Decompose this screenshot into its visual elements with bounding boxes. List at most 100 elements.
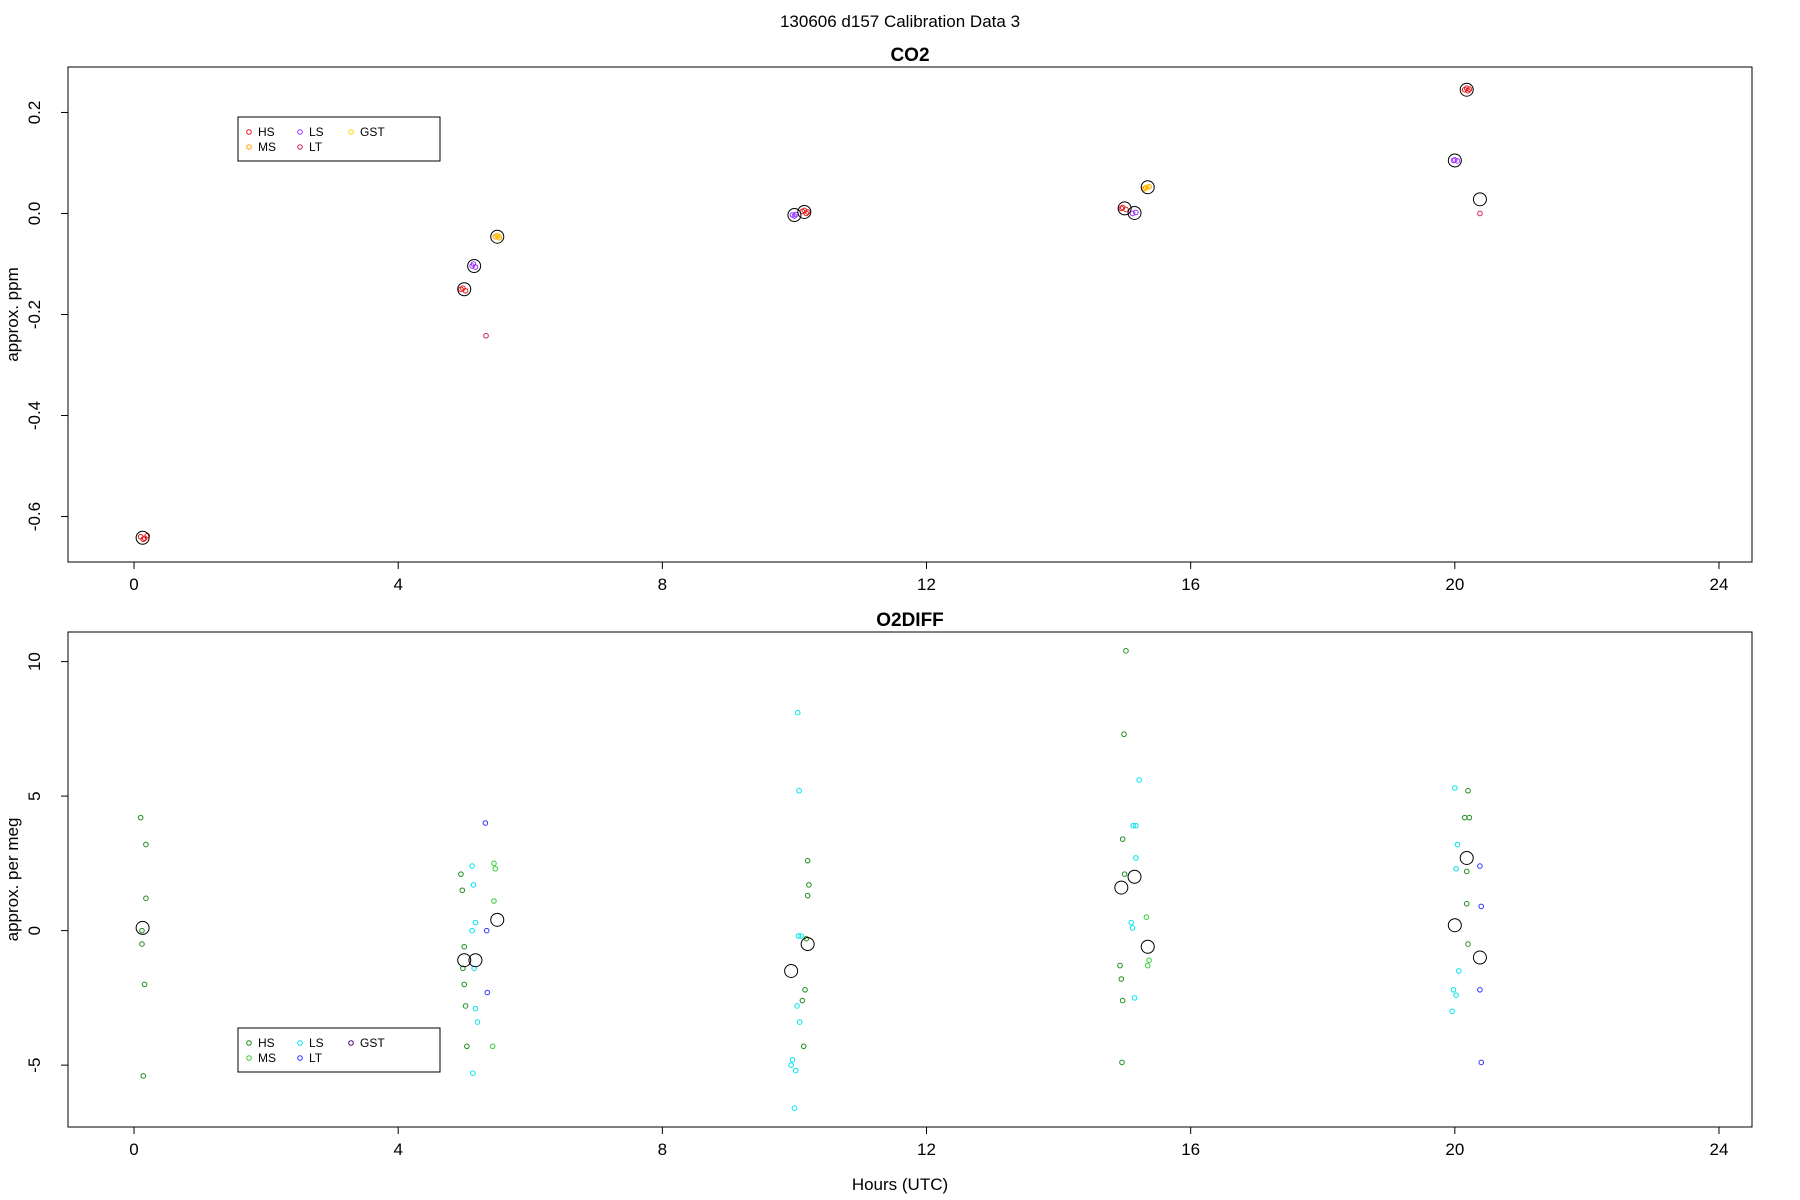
o2diff-mean-marker xyxy=(1472,950,1487,965)
o2diff-hs-point xyxy=(1123,648,1129,654)
o2diff-hs-point xyxy=(461,943,468,950)
o2diff-ls-point xyxy=(472,1005,479,1012)
o2diff-ls-point xyxy=(1452,785,1458,791)
o2diff-hs-point xyxy=(800,1043,807,1050)
co2-hs-point xyxy=(140,536,147,543)
o2diff-ls-point xyxy=(1133,855,1139,861)
o2diff-hs-point xyxy=(1119,836,1126,842)
o2diff-legend-gst-marker xyxy=(348,1040,354,1046)
o2diff-panel: O2DIFF 0 4 8 12 16 20 24 -5 0 5 10 approx. per meg HS… xyxy=(3,610,1753,1159)
o2diff-title: O2DIFF xyxy=(876,610,944,631)
co2-legend-ls-label: LS xyxy=(309,125,324,139)
co2-y-tick-label: -0.2 xyxy=(25,300,44,329)
o2diff-ls-point xyxy=(1129,925,1136,931)
o2diff-y-tick-label: 5 xyxy=(25,791,44,800)
figure-title: 130606 d157 Calibration Data 3 xyxy=(780,12,1020,31)
o2diff-ls-point xyxy=(789,1056,796,1063)
co2-mean-marker xyxy=(467,259,482,274)
co2-hs-point xyxy=(804,209,811,215)
co2-mean-marker xyxy=(1447,153,1462,168)
co2-series-lt xyxy=(483,210,1483,339)
o2diff-hs-point xyxy=(1119,997,1126,1004)
o2diff-hs-point xyxy=(141,981,148,988)
o2diff-lt-point xyxy=(1478,1059,1485,1066)
o2diff-ls-point xyxy=(1453,992,1459,998)
co2-ls-point xyxy=(1454,158,1461,164)
co2-ls-point xyxy=(1133,209,1139,216)
o2diff-legend-lt-marker xyxy=(297,1055,303,1061)
o2diff-x-tick-label: 12 xyxy=(917,1140,936,1159)
o2diff-ls-point xyxy=(1133,822,1139,829)
o2diff-hs-point xyxy=(1118,976,1125,982)
o2diff-ls-point xyxy=(798,933,804,939)
co2-legend-ms-marker xyxy=(246,144,252,150)
o2diff-mean-marker xyxy=(457,953,472,968)
o2diff-ls-point xyxy=(791,1105,798,1111)
o2diff-legend-lt-label: LT xyxy=(309,1051,323,1065)
o2diff-hs-point xyxy=(1121,871,1128,877)
o2diff-hs-point xyxy=(461,981,468,988)
o2diff-ms-point xyxy=(1146,957,1152,964)
co2-y-tick-label: 0.0 xyxy=(25,202,44,226)
o2diff-ls-point xyxy=(792,1067,799,1074)
co2-mean-marker xyxy=(1459,82,1474,97)
co2-ls-point xyxy=(1129,210,1136,217)
o2diff-x-tick-label: 20 xyxy=(1445,1140,1464,1159)
o2diff-mean-marker xyxy=(135,920,150,935)
o2diff-mean-marker xyxy=(468,953,483,968)
co2-ls-point xyxy=(470,261,477,267)
o2diff-hs-point xyxy=(1463,900,1470,907)
o2diff-hs-point xyxy=(1121,731,1127,738)
co2-y-axis-label: approx. ppm xyxy=(3,267,22,362)
o2diff-mean-marker xyxy=(784,963,799,978)
co2-y-tick-label: -0.4 xyxy=(25,401,44,430)
co2-y-tick-label: -0.6 xyxy=(25,502,44,531)
o2diff-hs-point xyxy=(1463,868,1470,875)
o2diff-ls-point xyxy=(794,709,801,716)
co2-x-tick-label: 12 xyxy=(917,575,936,594)
o2diff-legend-ms-marker xyxy=(246,1055,252,1061)
o2diff-hs-point xyxy=(1461,814,1468,821)
o2diff-series-lt xyxy=(482,820,1485,1066)
co2-series-hs xyxy=(137,85,1473,543)
co2-lt-point xyxy=(1477,210,1483,217)
o2diff-hs-point xyxy=(804,857,811,864)
co2-x-tick-label: 24 xyxy=(1710,575,1729,594)
o2diff-hs-point xyxy=(1119,1059,1125,1066)
co2-mean-marker xyxy=(1472,192,1487,207)
o2diff-ls-point xyxy=(794,1003,800,1009)
co2-mean-marker xyxy=(787,207,802,222)
o2diff-ms-point xyxy=(1143,914,1150,920)
o2diff-hs-point xyxy=(143,841,149,848)
o2diff-ms-point xyxy=(1144,962,1151,969)
o2diff-ls-point xyxy=(796,787,802,794)
co2-mean-marker xyxy=(457,282,472,297)
co2-panel: CO2 0 4 8 12 16 20 24 -0.6 -0.4 -0.2 0.0 0.2 approx. … xyxy=(3,45,1753,594)
o2diff-hs-point xyxy=(804,892,811,899)
o2diff-series-hs xyxy=(137,648,1473,1079)
o2diff-y-tick-label: -5 xyxy=(25,1058,44,1073)
o2diff-ls-point xyxy=(469,927,475,934)
o2diff-ls-point xyxy=(1455,968,1462,974)
co2-ls-point xyxy=(1450,157,1457,164)
co2-mean-marker xyxy=(490,229,505,244)
co2-hs-point xyxy=(1118,205,1125,212)
co2-title: CO2 xyxy=(890,45,929,66)
o2diff-mean-marker xyxy=(1459,850,1474,865)
o2diff-ls-point xyxy=(1450,986,1457,993)
o2diff-ms-point xyxy=(492,865,499,872)
o2diff-mean-marker xyxy=(800,937,815,952)
o2diff-hs-point xyxy=(1117,962,1123,969)
o2diff-hs-point xyxy=(1465,787,1471,794)
o2diff-ls-point xyxy=(1453,865,1459,872)
o2diff-legend: HS LS GST MS LT xyxy=(237,1027,441,1073)
o2diff-y-tick-label: 0 xyxy=(25,926,44,935)
o2diff-hs-point xyxy=(143,895,149,902)
o2diff-mean-marker xyxy=(490,912,505,927)
co2-x-tick-label: 20 xyxy=(1445,575,1464,594)
co2-series-ls xyxy=(469,157,1461,270)
o2diff-lt-point xyxy=(1477,863,1483,869)
o2diff-x-tick-label: 16 xyxy=(1181,1140,1200,1159)
co2-legend-ms-label: MS xyxy=(258,140,276,154)
